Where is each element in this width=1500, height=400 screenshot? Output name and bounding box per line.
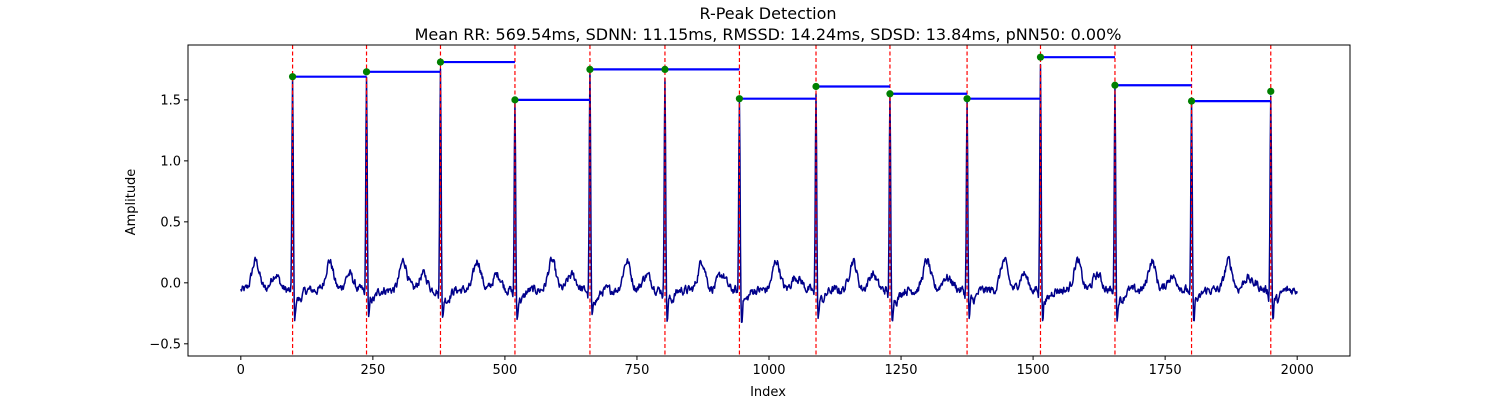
x-tick-label-750: 750 xyxy=(625,363,650,378)
r-peak-point-9 xyxy=(886,90,894,98)
y-tick-label-1: 0.0 xyxy=(160,276,181,291)
r-peak-point-12 xyxy=(1111,81,1119,89)
x-tick-label-1000: 1000 xyxy=(752,363,785,378)
x-tick-label-0: 0 xyxy=(237,363,245,378)
y-axis-title: Amplitude xyxy=(124,169,139,236)
r-peak-point-6 xyxy=(661,65,669,73)
x-axis-title: Index xyxy=(750,385,786,400)
r-peak-point-7 xyxy=(735,95,744,103)
r-peak-point-2 xyxy=(362,68,371,76)
r-peak-point-1 xyxy=(288,73,297,81)
y-tick-label-2: 0.5 xyxy=(160,215,181,230)
r-peak-point-3 xyxy=(436,58,445,66)
x-tick-label-1500: 1500 xyxy=(1017,363,1050,378)
x-tick-label-250: 250 xyxy=(360,363,385,378)
chart-subtitle: Mean RR: 569.54ms, SDNN: 11.15ms, RMSSD:… xyxy=(415,25,1122,44)
plot-frame xyxy=(187,44,1351,357)
axes: 0 250 500 750 1000 1250 1500 1750 2000 −0.5 0.0 0.5… xyxy=(149,44,1351,378)
r-peak-point-5 xyxy=(586,65,594,73)
ecg-signal-line xyxy=(240,63,1298,324)
r-peak-point-13 xyxy=(1187,97,1196,105)
r-peak-point-4 xyxy=(511,96,519,104)
r-peak-point-8 xyxy=(812,82,820,91)
plot-area xyxy=(240,45,1298,356)
r-peak-point-10 xyxy=(963,95,971,103)
r-peak-point-14 xyxy=(1267,87,1275,95)
x-tick-label-1250: 1250 xyxy=(884,363,917,378)
r-peak-point-11 xyxy=(1036,53,1045,61)
x-tick-label-2000: 2000 xyxy=(1281,363,1314,378)
y-tick-label-3: 1.0 xyxy=(160,154,181,169)
x-tick-label-1750: 1750 xyxy=(1149,363,1182,378)
y-tick-label-0: −0.5 xyxy=(149,337,181,352)
x-tick-label-500: 500 xyxy=(492,363,517,378)
y-tick-label-4: 1.5 xyxy=(160,93,181,108)
chart-title: R-Peak Detection xyxy=(699,4,836,23)
